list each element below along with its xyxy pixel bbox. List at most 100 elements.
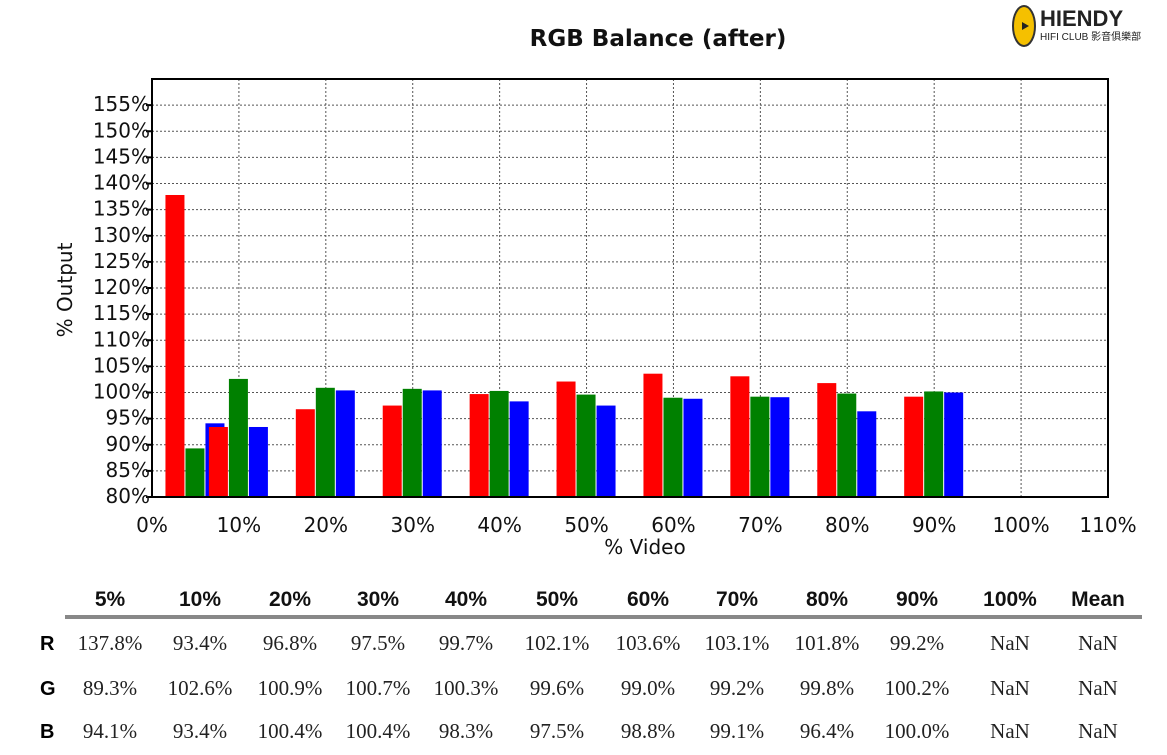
- y-tick-label: 130%: [93, 223, 150, 247]
- x-tick-label: 110%: [1079, 513, 1136, 537]
- table-cell: 93.4%: [172, 631, 228, 655]
- table-header: 50%: [535, 588, 579, 611]
- table-cell: 101.8%: [794, 631, 860, 655]
- bar-g: [402, 388, 422, 497]
- y-tick-label: 120%: [93, 275, 150, 299]
- table-cell: 99.2%: [709, 676, 765, 700]
- x-tick-label: 80%: [825, 513, 869, 537]
- y-axis-label: % Output: [53, 242, 77, 337]
- y-tick-label: 90%: [106, 432, 150, 456]
- table-header: 40%: [444, 588, 488, 611]
- y-tick-label: 85%: [106, 458, 150, 482]
- bar-r: [295, 409, 315, 497]
- bar-r: [208, 426, 228, 497]
- bar-r: [165, 194, 185, 497]
- bar-r: [817, 383, 837, 497]
- bar-g: [837, 393, 857, 497]
- table-cell: 103.1%: [704, 631, 770, 655]
- y-tick-label: 110%: [93, 327, 150, 351]
- bar-r: [730, 376, 750, 497]
- table-cell: 98.3%: [438, 719, 494, 743]
- x-tick-label: 60%: [651, 513, 695, 537]
- table-header-rule: [65, 615, 1142, 619]
- table-cell: 102.6%: [167, 676, 233, 700]
- row-label: R: [40, 633, 55, 655]
- x-tick-label: 100%: [992, 513, 1049, 537]
- table-cell: NaN: [1078, 631, 1118, 655]
- table-cell: 99.2%: [889, 631, 945, 655]
- table-cell: 99.7%: [438, 631, 494, 655]
- row-label: G: [40, 678, 56, 700]
- bar-r: [556, 381, 576, 497]
- table-cell: 100.9%: [257, 676, 323, 700]
- bar-b: [248, 426, 268, 497]
- table-header: Mean: [1071, 588, 1125, 611]
- table-cell: 97.5%: [350, 631, 406, 655]
- bar-b: [335, 390, 355, 497]
- bar-g: [924, 391, 944, 497]
- table-cell: NaN: [1078, 676, 1118, 700]
- table-cell: 100.4%: [257, 719, 323, 743]
- table-cell: 100.7%: [345, 676, 411, 700]
- rgb-balance-chart: 80%85%90%95%100%105%110%115%120%125%130%…: [53, 78, 1137, 559]
- bar-b: [509, 401, 529, 497]
- x-tick-label: 70%: [738, 513, 782, 537]
- hiendy-logo: HIENDY HIFI CLUB 影音俱樂部: [1012, 5, 1141, 47]
- y-tick-label: 150%: [93, 118, 150, 142]
- table-cell: 99.0%: [620, 676, 676, 700]
- bar-g: [315, 387, 335, 497]
- bar-r: [382, 405, 402, 497]
- bar-b: [683, 398, 703, 497]
- table-cell: 89.3%: [82, 676, 138, 700]
- table-cell: 100.2%: [884, 676, 950, 700]
- y-tick-label: 155%: [93, 92, 150, 116]
- table-cell: 100.3%: [433, 676, 499, 700]
- row-label: B: [40, 721, 55, 743]
- logo-play-icon: [1022, 22, 1029, 30]
- table-header: 100%: [983, 588, 1037, 611]
- bar-b: [857, 411, 877, 497]
- x-tick-label: 20%: [304, 513, 348, 537]
- table-header: 5%: [94, 588, 126, 611]
- y-tick-label: 140%: [93, 171, 150, 195]
- x-tick-label: 40%: [477, 513, 521, 537]
- plot-frame: [151, 78, 1109, 498]
- x-tick-label: 50%: [564, 513, 608, 537]
- y-tick-label: 145%: [93, 144, 150, 168]
- table-cell: 97.5%: [529, 719, 585, 743]
- bar-g: [185, 448, 205, 497]
- bar-g: [750, 396, 770, 497]
- table-cell: 137.8%: [77, 631, 143, 655]
- table-cell: 99.6%: [529, 676, 585, 700]
- table-cell: 96.4%: [799, 719, 855, 743]
- x-tick-label: 0%: [136, 513, 168, 537]
- x-tick-label: 10%: [217, 513, 261, 537]
- table-header: 20%: [268, 588, 312, 611]
- y-tick-label: 95%: [106, 406, 150, 430]
- bar-r: [904, 396, 924, 497]
- bar-g: [228, 378, 248, 497]
- table-cell: 96.8%: [262, 631, 318, 655]
- x-tick-label: 90%: [912, 513, 956, 537]
- table-cell: 103.6%: [615, 631, 681, 655]
- y-tick-label: 80%: [106, 484, 150, 508]
- bar-g: [576, 394, 596, 497]
- table-cell: 100.4%: [345, 719, 411, 743]
- bar-g: [489, 390, 509, 497]
- table-cell: 102.1%: [524, 631, 590, 655]
- bar-r: [469, 394, 489, 497]
- logo-brand: HIENDY: [1040, 6, 1123, 31]
- table-header: 60%: [626, 588, 670, 611]
- table-header: 80%: [805, 588, 849, 611]
- table-cell: 99.1%: [709, 719, 765, 743]
- logo-sub: HIFI CLUB 影音俱樂部: [1040, 30, 1141, 43]
- table-cell: NaN: [990, 631, 1030, 655]
- table-cell: NaN: [990, 719, 1030, 743]
- table-cell: 100.0%: [884, 719, 950, 743]
- x-axis-label: % Video: [604, 535, 685, 559]
- table-header: 30%: [356, 588, 400, 611]
- table-cell: 93.4%: [172, 719, 228, 743]
- table-header: 90%: [895, 588, 939, 611]
- y-tick-label: 125%: [93, 249, 150, 273]
- y-tick-label: 115%: [93, 301, 150, 325]
